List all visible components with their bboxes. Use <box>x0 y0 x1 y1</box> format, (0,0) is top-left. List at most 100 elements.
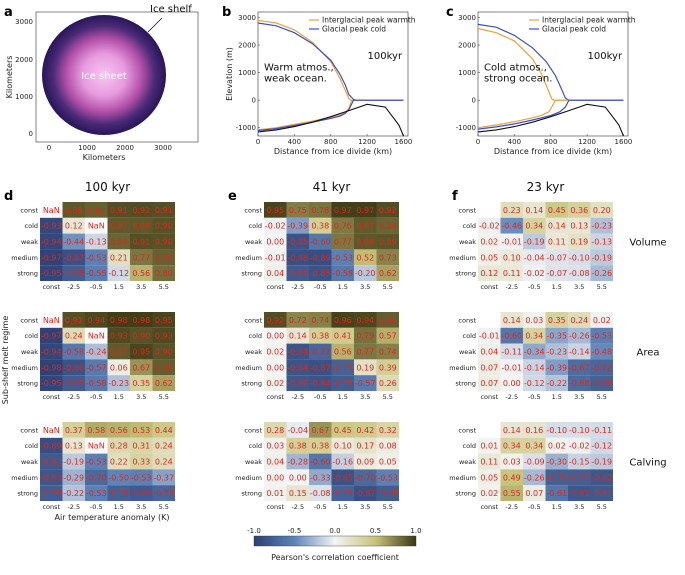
cell-value: 0.26 <box>379 379 397 388</box>
heatmap-cell <box>107 343 130 360</box>
heatmap-cell <box>130 453 153 470</box>
row-label: const <box>244 316 262 324</box>
heatmap-cell <box>130 265 153 281</box>
cell-value: 0.80 <box>155 269 173 278</box>
heatmap-cell <box>331 422 354 438</box>
heatmap-cell <box>523 327 546 344</box>
heatmap-cell <box>500 265 523 281</box>
cell-value: 0.02 <box>593 316 611 325</box>
cell-value: -0.01 <box>501 238 522 247</box>
cell-value: 0.35 <box>132 379 150 388</box>
heatmap-cell <box>264 375 287 391</box>
heatmap-cell <box>62 453 85 470</box>
heatmap-cell <box>286 233 309 250</box>
heatmap-cell <box>568 437 591 454</box>
cell-value: 0.02 <box>480 489 498 498</box>
cell-value: 0.87 <box>110 222 128 231</box>
col-label: -2.5 <box>505 393 518 401</box>
row-label: strong <box>241 380 262 388</box>
heatmap-cell <box>152 233 175 250</box>
heatmap-cell <box>568 422 591 438</box>
heatmap-xlabel: Air temperature anomaly (K) <box>55 513 170 522</box>
row-label: weak <box>245 458 262 466</box>
heatmap-cell <box>545 422 568 438</box>
cell-value: -0.98 <box>41 363 62 372</box>
heatmap-cell <box>85 359 108 376</box>
cell-value: -0.01 <box>501 363 522 372</box>
cell-value: 0.00 <box>266 363 284 372</box>
metric-label: Volume <box>629 238 666 249</box>
heatmap-cell <box>309 485 332 501</box>
colorbar-tick: 1.0 <box>410 527 421 535</box>
colorbar-label: Pearson's correlation coefficient <box>271 553 399 562</box>
cell-value: -0.39 <box>546 363 567 372</box>
cell-value: 0.21 <box>110 253 128 262</box>
cell-value: -0.78 <box>332 379 353 388</box>
heatmap-cell <box>62 437 85 454</box>
heatmap-cell <box>500 359 523 376</box>
col-label: 5.5 <box>383 503 393 511</box>
panel-letter-d: d <box>4 189 13 204</box>
heatmap-cell <box>354 422 377 438</box>
ytick-label-c: 2000 <box>458 42 476 50</box>
cell-value: 0.24 <box>570 316 588 325</box>
heatmap-cell <box>62 422 85 438</box>
cell-value: -0.55 <box>86 269 107 278</box>
heatmap-cell <box>286 359 309 376</box>
cell-value: 0.05 <box>480 253 498 262</box>
heatmap-cell <box>545 375 568 391</box>
col-label: 3.5 <box>574 283 584 291</box>
heatmap-cell <box>590 327 613 344</box>
time-label-c: 100kyr <box>588 51 623 62</box>
cell-value: -0.81 <box>591 489 612 498</box>
row-label: cold <box>25 442 38 450</box>
series-line-base-3 <box>257 99 404 132</box>
heatmap-cell <box>85 312 108 328</box>
heatmap-cell <box>376 233 399 250</box>
heatmap-cell <box>478 485 501 501</box>
cell-value: 0.00 <box>503 379 521 388</box>
cell-value: 0.20 <box>593 206 611 215</box>
heatmap-cell <box>62 265 85 281</box>
cell-value: 0.77 <box>132 253 150 262</box>
cell-value: -0.76 <box>591 379 612 388</box>
row-label: const <box>458 316 476 324</box>
cell-value: 0.56 <box>132 269 150 278</box>
cell-value: -0.76 <box>108 489 129 498</box>
row-label: const <box>458 426 476 434</box>
row-label: weak <box>245 238 262 246</box>
cell-value: -0.53 <box>131 473 152 482</box>
cell-value: -0.13 <box>86 238 107 247</box>
cell-value: 0.11 <box>480 458 498 467</box>
heatmap-cell <box>590 249 613 266</box>
cell-value: -0.53 <box>86 489 107 498</box>
cell-value: -0.14 <box>524 363 545 372</box>
heatmap-cell <box>85 202 108 218</box>
heatmap-cell <box>590 469 613 486</box>
row-label: medium <box>449 474 476 482</box>
cell-value: 0.03 <box>266 442 284 451</box>
heatmap-column-title: 23 kyr <box>527 180 565 194</box>
heatmap-cell <box>354 327 377 344</box>
heatmap-cell <box>286 327 309 344</box>
cell-value: 0.34 <box>525 222 543 231</box>
cell-value: -0.60 <box>501 332 522 341</box>
heatmap-cell <box>152 265 175 281</box>
cell-value: 0.95 <box>132 348 150 357</box>
cell-value: -0.60 <box>310 238 331 247</box>
heatmap-cell <box>107 265 130 281</box>
row-label: const <box>20 206 38 214</box>
cell-value: 0.37 <box>65 426 83 435</box>
cell-value: -0.53 <box>591 332 612 341</box>
heatmap-cell <box>40 249 63 266</box>
heatmap-cell <box>40 343 63 360</box>
xtick-label-b: 0 <box>256 138 260 146</box>
cell-value: -0.85 <box>332 473 353 482</box>
cell-value: -0.08 <box>569 269 590 278</box>
cell-value: 0.34 <box>503 442 521 451</box>
heatmap-cell <box>264 202 287 218</box>
heatmap-cell <box>568 327 591 344</box>
heatmap-cell <box>85 453 108 470</box>
heatmap-cell <box>331 453 354 470</box>
